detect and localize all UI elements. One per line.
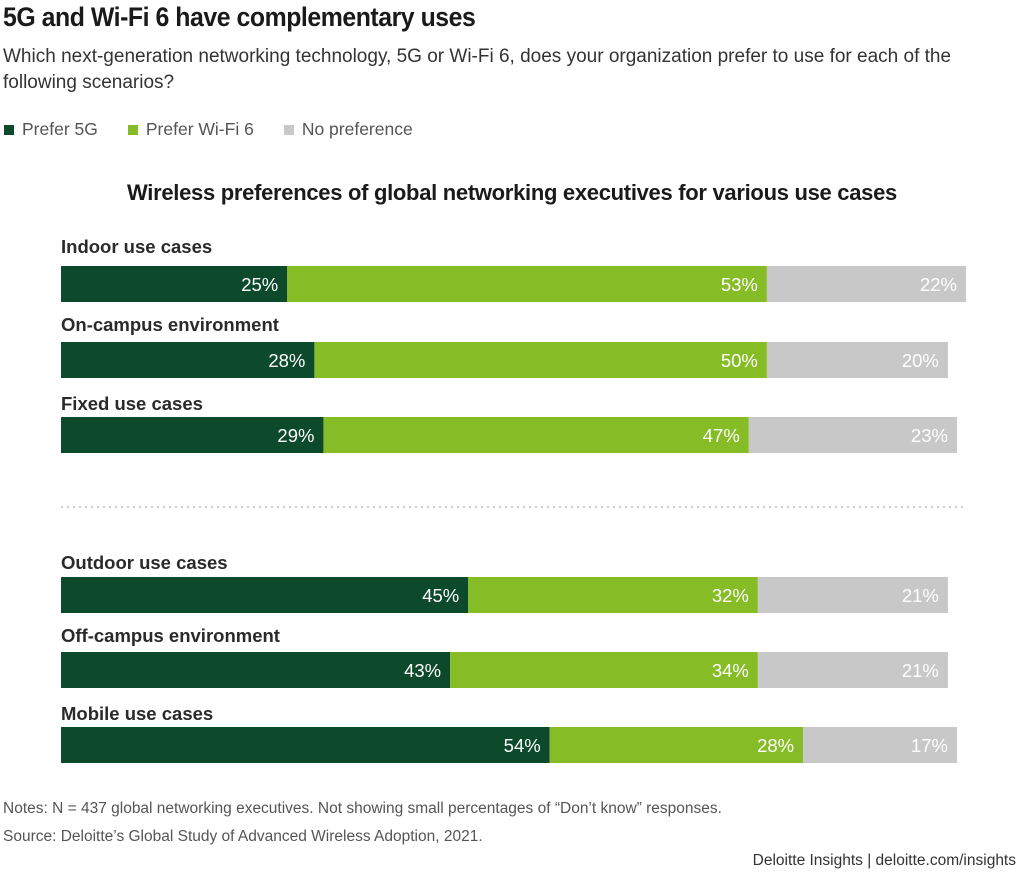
category-label-on-campus-environment: On-campus environment (61, 314, 279, 335)
value-label-on-campus-environment-no-preference: 20% (902, 350, 939, 371)
category-label-mobile-use-cases: Mobile use cases (61, 703, 213, 724)
value-label-indoor-use-cases-no-preference: 22% (920, 274, 957, 295)
value-label-outdoor-use-cases-prefer-wi-fi-6: 32% (712, 585, 749, 606)
bar-off-campus-environment-no-preference (757, 652, 948, 688)
legend-item-no-preference: No preference (283, 119, 413, 140)
legend-item-prefer-wifi6: Prefer Wi-Fi 6 (127, 119, 254, 140)
value-label-on-campus-environment-prefer-5g: 28% (268, 350, 305, 371)
value-label-off-campus-environment-no-preference: 21% (902, 660, 939, 681)
source-text: Source: Deloitte’s Global Study of Advan… (3, 828, 483, 845)
legend-swatch-no-preference (283, 124, 294, 135)
value-label-outdoor-use-cases-no-preference: 21% (902, 585, 939, 606)
notes-block: Notes: N = 437 global networking executi… (3, 795, 722, 851)
bar-fixed-use-cases-prefer-wi-fi-6 (323, 417, 749, 453)
category-label-outdoor-use-cases: Outdoor use cases (61, 552, 228, 573)
legend-item-prefer-5g: Prefer 5G (4, 119, 98, 140)
bar-outdoor-use-cases-prefer-wi-fi-6 (468, 577, 758, 613)
category-label-fixed-use-cases: Fixed use cases (61, 393, 203, 414)
bar-outdoor-use-cases-prefer-5g (61, 577, 469, 613)
bar-indoor-use-cases-prefer-5g (61, 266, 288, 302)
legend: Prefer 5G Prefer Wi-Fi 6 No preference (4, 119, 413, 140)
legend-label-prefer-5g: Prefer 5G (22, 119, 98, 139)
legend-label-prefer-wifi6: Prefer Wi-Fi 6 (145, 119, 254, 139)
value-label-fixed-use-cases-no-preference: 23% (911, 425, 948, 446)
bar-fixed-use-cases-prefer-5g (61, 417, 324, 453)
bar-mobile-use-cases-no-preference (803, 727, 957, 763)
value-label-off-campus-environment-prefer-5g: 43% (404, 660, 441, 681)
value-label-fixed-use-cases-prefer-wi-fi-6: 47% (703, 425, 740, 446)
value-label-mobile-use-cases-no-preference: 17% (911, 735, 948, 756)
legend-swatch-prefer-wifi6 (127, 124, 138, 135)
category-label-indoor-use-cases: Indoor use cases (61, 236, 212, 257)
survey-question: Which next-generation networking technol… (3, 46, 952, 93)
value-label-off-campus-environment-prefer-wi-fi-6: 34% (712, 660, 749, 681)
bar-off-campus-environment-prefer-5g (61, 652, 451, 688)
bar-indoor-use-cases-no-preference (766, 266, 966, 302)
bar-mobile-use-cases-prefer-5g (61, 727, 550, 763)
value-label-indoor-use-cases-prefer-5g: 25% (241, 274, 278, 295)
value-label-outdoor-use-cases-prefer-5g: 45% (422, 585, 459, 606)
publisher-credit: Deloitte Insights | deloitte.com/insight… (752, 852, 1016, 869)
category-label-off-campus-environment: Off-campus environment (61, 625, 280, 646)
value-label-indoor-use-cases-prefer-wi-fi-6: 53% (721, 274, 758, 295)
headline: 5G and Wi-Fi 6 have complementary uses (3, 2, 476, 32)
bar-on-campus-environment-prefer-wi-fi-6 (314, 342, 767, 378)
bar-mobile-use-cases-prefer-wi-fi-6 (549, 727, 804, 763)
bar-on-campus-environment-no-preference (766, 342, 948, 378)
value-label-on-campus-environment-prefer-wi-fi-6: 50% (721, 350, 758, 371)
bar-off-campus-environment-prefer-wi-fi-6 (450, 652, 758, 688)
value-label-mobile-use-cases-prefer-wi-fi-6: 28% (757, 735, 794, 756)
notes-text: Notes: N = 437 global networking executi… (3, 800, 722, 817)
chart-title: Wireless preferences of global networkin… (127, 180, 897, 205)
bar-on-campus-environment-prefer-5g (61, 342, 315, 378)
value-label-fixed-use-cases-prefer-5g: 29% (277, 425, 314, 446)
bar-indoor-use-cases-prefer-wi-fi-6 (287, 266, 767, 302)
bar-fixed-use-cases-no-preference (748, 417, 957, 453)
value-label-mobile-use-cases-prefer-5g: 54% (504, 735, 541, 756)
legend-swatch-prefer-5g (4, 124, 14, 135)
bar-outdoor-use-cases-no-preference (757, 577, 948, 613)
legend-label-no-preference: No preference (301, 119, 413, 139)
